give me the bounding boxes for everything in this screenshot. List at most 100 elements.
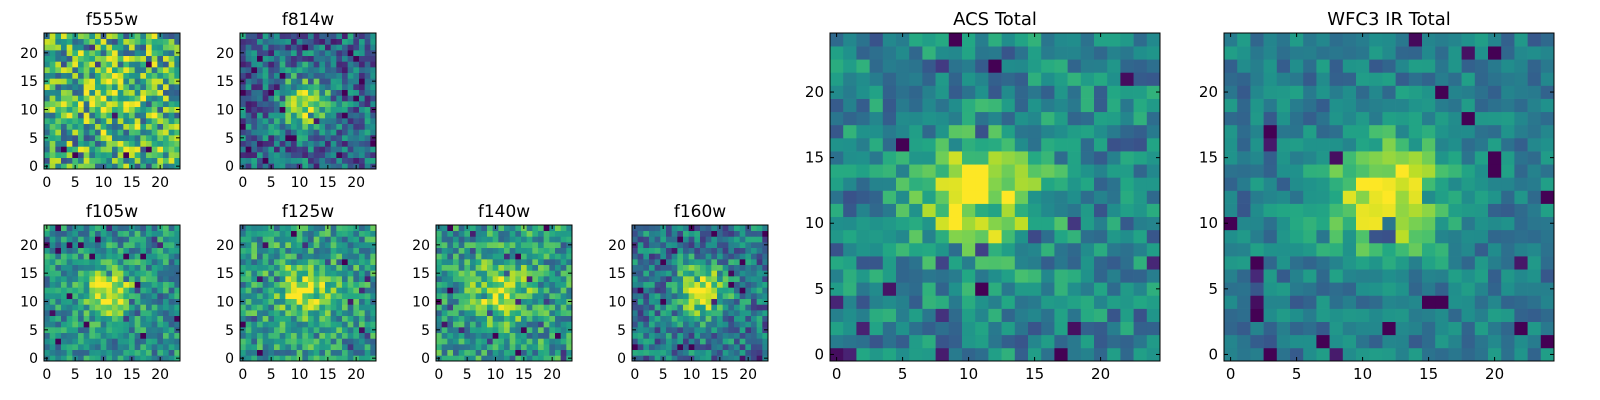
heatmap-cell [643, 298, 650, 305]
heatmap-cell [117, 72, 124, 79]
heatmap-cell [268, 287, 275, 294]
heatmap-cell [1501, 98, 1515, 113]
heatmap-cell [302, 225, 309, 232]
heatmap-cell [61, 67, 68, 74]
heatmap-cell [140, 315, 147, 322]
heatmap-cell [353, 293, 360, 300]
heatmap-cell [666, 344, 673, 351]
heatmap-cell [1474, 295, 1489, 309]
heatmap-cell [935, 203, 950, 218]
heatmap-cell [856, 334, 870, 349]
heatmap-cell [302, 327, 309, 334]
heatmap-cell [654, 276, 661, 283]
heatmap-cell [44, 61, 51, 68]
heatmap-cell [319, 152, 326, 159]
heatmap-cell [643, 230, 650, 237]
heatmap-cell [296, 310, 303, 317]
heatmap-cell [734, 281, 741, 288]
heatmap-cell [666, 247, 673, 254]
heatmap-cell [245, 89, 252, 96]
heatmap-cell [1448, 242, 1462, 257]
heatmap-cell [106, 310, 113, 317]
heatmap-cell [1435, 124, 1449, 139]
heatmap-cell [896, 190, 910, 204]
heatmap-cell [1448, 295, 1462, 309]
heatmap-cell [1527, 164, 1542, 178]
heatmap-cell [632, 253, 639, 260]
heatmap-cell [313, 44, 320, 51]
heatmap-cell [504, 338, 511, 345]
heatmap-cell [291, 304, 298, 311]
heatmap-cell [262, 344, 269, 351]
heatmap-cell [1461, 85, 1476, 99]
heatmap-cell [274, 140, 281, 147]
heatmap-cell [1107, 177, 1121, 191]
heatmap-cell [909, 98, 923, 113]
heatmap-cell [649, 276, 656, 283]
heatmap-cell [95, 338, 102, 345]
heatmap-cell [268, 84, 275, 91]
heatmap-cell [1329, 203, 1344, 218]
heatmap-cell [342, 101, 349, 108]
heatmap-cell [688, 259, 695, 266]
heatmap-cell [922, 33, 936, 47]
heatmap-cell [251, 247, 258, 254]
heatmap-cell [129, 152, 136, 159]
heatmap-cell [487, 327, 494, 334]
heatmap-cell [830, 308, 844, 322]
heatmap-cell [1422, 321, 1436, 336]
x-tick-label: 15 [123, 367, 141, 383]
heatmap-cell [756, 264, 763, 271]
heatmap-cell [677, 304, 684, 311]
heatmap-cell [447, 355, 454, 362]
heatmap-cell [632, 259, 639, 266]
heatmap-cell [55, 55, 62, 62]
heatmap-cell [302, 293, 309, 300]
heatmap-cell [654, 287, 661, 294]
heatmap-cell [134, 287, 141, 294]
heatmap-cell [549, 253, 556, 260]
heatmap-cell [370, 129, 377, 136]
heatmap-cell [1107, 164, 1121, 178]
heatmap-cell [342, 247, 349, 254]
heatmap-cell [1422, 111, 1436, 126]
heatmap-cell [262, 247, 269, 254]
heatmap-cell [342, 152, 349, 159]
heatmap-cell [1028, 295, 1042, 309]
heatmap-cell [988, 321, 1002, 336]
heatmap-cell [935, 98, 950, 113]
heatmap-cell [504, 236, 511, 243]
heatmap-cell [302, 338, 309, 345]
heatmap-cell [151, 321, 158, 328]
heatmap-cell [1435, 137, 1449, 152]
heatmap-cell [66, 72, 73, 79]
heatmap-cell [112, 304, 119, 311]
heatmap-cell [308, 355, 315, 362]
heatmap-cell [100, 129, 107, 136]
heatmap-cell [560, 310, 567, 317]
heatmap-cell [1041, 98, 1055, 113]
heatmap-cell [353, 281, 360, 288]
heatmap-cell [1435, 111, 1449, 126]
heatmap-cell [1435, 177, 1449, 191]
heatmap-cell [637, 298, 644, 305]
heatmap-cell [291, 95, 298, 102]
heatmap-cell [498, 293, 505, 300]
heatmap-cell [1395, 33, 1410, 47]
heatmap-cell [441, 338, 448, 345]
heatmap-cell [856, 85, 870, 99]
heatmap-cell [560, 253, 567, 260]
heatmap-cell [347, 327, 354, 334]
heatmap-cell [1133, 242, 1148, 257]
heatmap-cell [1514, 33, 1528, 47]
heatmap-cell [1067, 164, 1082, 178]
heatmap-cell [1422, 124, 1436, 139]
heatmap-cell [157, 84, 164, 91]
heatmap-cell [464, 281, 471, 288]
heatmap-cell [174, 276, 181, 283]
heatmap-cell [1276, 59, 1291, 73]
heatmap-cell [1276, 137, 1291, 152]
heatmap-cell [922, 137, 936, 152]
heatmap-cell [711, 349, 718, 356]
heatmap-cell [683, 304, 690, 311]
